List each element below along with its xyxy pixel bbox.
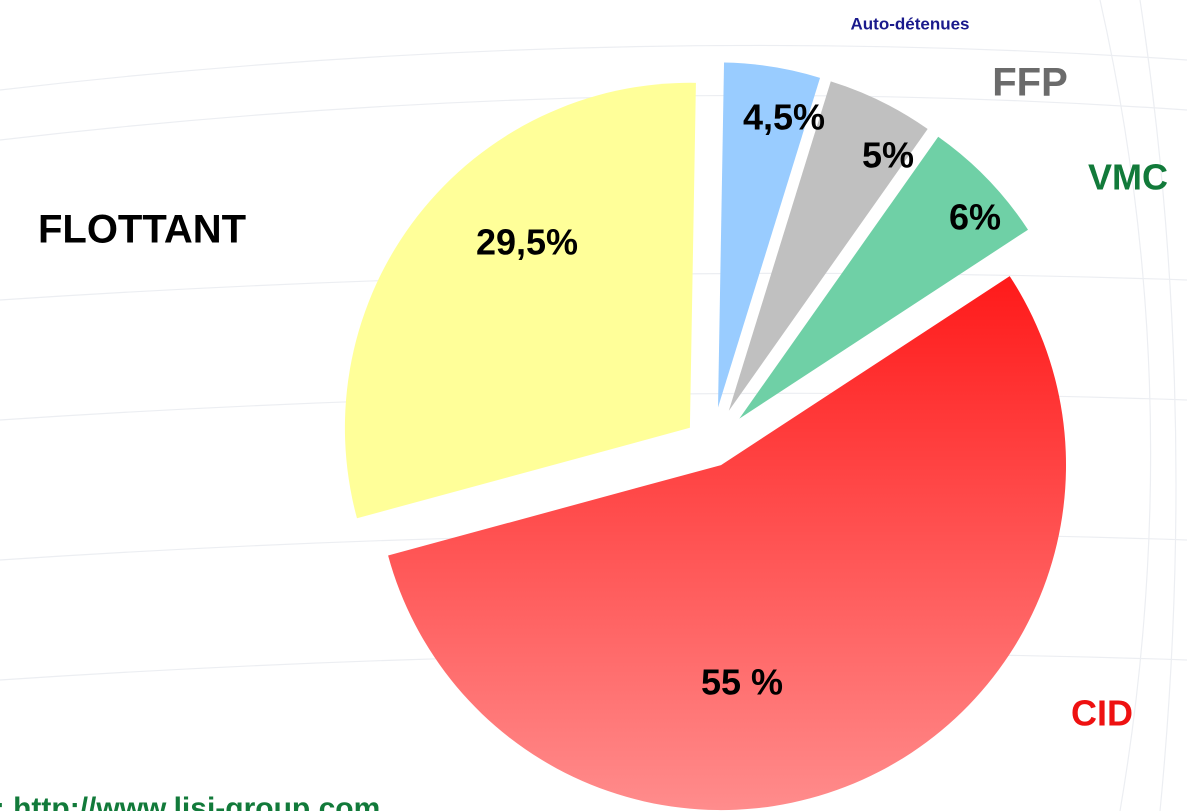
value-label: 55 % [701,662,783,703]
value-label: 29,5% [476,222,578,263]
category-label: FFP [992,61,1068,105]
source: 2 : http://www.lisi-group.com [0,792,380,811]
category-label: FLOTTANT [38,208,246,252]
category-label: Auto-détenues [851,14,970,33]
pie-slice [388,276,1067,811]
value-label: 5% [862,135,914,176]
value-label: 4,5% [743,97,825,138]
pie-slice [739,136,1029,419]
category-label: VMC [1088,157,1168,198]
pie-slice [344,82,696,519]
category-label: CID [1071,693,1133,734]
pie-slice [728,81,928,411]
pie-slice [718,62,821,408]
value-label: 6% [949,197,1001,238]
